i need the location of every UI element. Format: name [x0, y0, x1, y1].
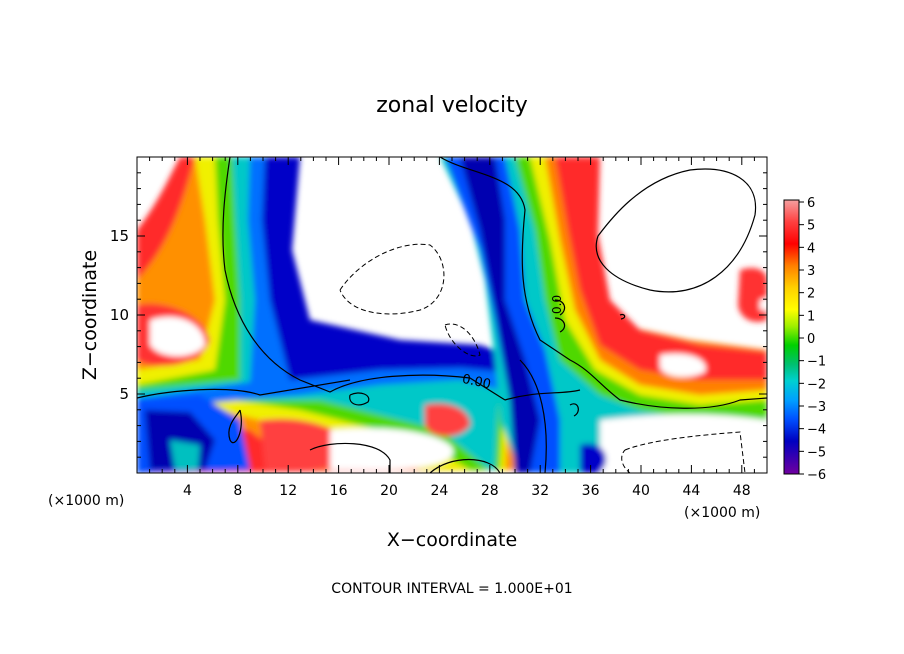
x-unit-label: (×1000 m) — [48, 493, 124, 509]
colorbar-label: −2 — [807, 377, 826, 392]
colorbar-label: 5 — [807, 219, 815, 234]
y-tick-label: 15 — [110, 227, 129, 245]
x-tick-label: 28 — [481, 483, 499, 499]
x-tick-label: 48 — [733, 483, 751, 499]
y-tick-label: 10 — [110, 306, 129, 324]
contour-label: 0.00 — [461, 372, 492, 393]
colorbar-label: 1 — [807, 309, 815, 324]
colorbar-label: 3 — [807, 264, 815, 279]
x-tick-label: 4 — [183, 483, 192, 499]
contour-lines-dashed — [339, 243, 746, 473]
x-tick-label: 8 — [233, 483, 242, 499]
colorbar: 6 5 4 3 2 1 0 −1 −2 −3 −4 −5 −6 — [783, 196, 826, 483]
colorbar-label: −5 — [807, 445, 826, 460]
colorbar-label: 0 — [807, 332, 815, 347]
x-axis: 4 8 12 16 20 24 28 32 36 40 44 48 — [149, 157, 755, 499]
x-tick-label: 36 — [582, 483, 600, 499]
x-unit-label-right: (×1000 m) — [684, 505, 760, 521]
colorbar-label: −1 — [807, 355, 826, 370]
heatmap-field — [137, 157, 767, 473]
colorbar-label: −3 — [807, 400, 826, 415]
x-tick-label: 20 — [380, 483, 398, 499]
colorbar-label: 4 — [807, 241, 815, 256]
colorbar-label: −4 — [807, 423, 826, 438]
colorbar-label: 2 — [807, 287, 815, 302]
contour-interval-note: CONTOUR INTERVAL = 1.000E+01 — [331, 581, 572, 597]
x-tick-label: 32 — [531, 483, 549, 499]
y-axis: 5 10 15 — [110, 172, 767, 458]
contour-label: 0.0 — [550, 295, 564, 314]
x-tick-label: 16 — [330, 483, 348, 499]
x-tick-label: 44 — [682, 483, 700, 499]
x-tick-label: 40 — [632, 483, 650, 499]
colorbar-gradient — [783, 199, 800, 475]
y-axis-label: Z−coordinate — [79, 250, 101, 380]
x-axis-label: X−coordinate — [387, 529, 517, 551]
x-tick-label: 12 — [279, 483, 297, 499]
colorbar-label: 6 — [807, 196, 815, 211]
x-tick-label: 24 — [430, 483, 448, 499]
y-tick-label: 5 — [119, 385, 129, 403]
colorbar-label: −6 — [807, 468, 826, 483]
chart-title: zonal velocity — [376, 93, 528, 118]
contour-lines — [137, 157, 767, 473]
